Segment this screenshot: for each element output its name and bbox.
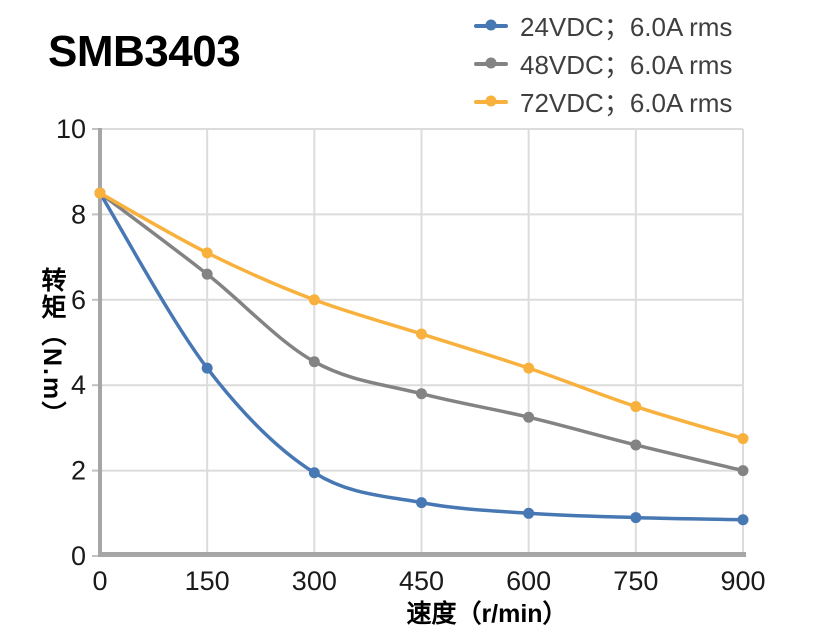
svg-text:600: 600 xyxy=(506,566,551,596)
legend-label-72vdc: 72VDC；6.0A rms xyxy=(520,87,733,118)
legend-marker-48vdc-icon xyxy=(474,57,508,70)
svg-text:6: 6 xyxy=(71,285,86,315)
svg-text:10: 10 xyxy=(56,114,86,144)
legend-item-72vdc: 72VDC；6.0A rms xyxy=(474,82,732,120)
svg-text:4: 4 xyxy=(71,370,86,400)
svg-text:900: 900 xyxy=(720,566,765,596)
svg-text:8: 8 xyxy=(71,199,86,229)
legend-marker-72vdc-icon xyxy=(474,95,508,108)
legend: 24VDC；6.0A rms 48VDC；6.0A rms 72VDC；6.0A… xyxy=(474,6,732,120)
svg-text:0: 0 xyxy=(71,541,86,571)
legend-label-48vdc: 48VDC；6.0A rms xyxy=(520,49,733,80)
svg-text:0: 0 xyxy=(92,566,107,596)
svg-text:750: 750 xyxy=(613,566,658,596)
svg-text:150: 150 xyxy=(185,566,230,596)
svg-text:450: 450 xyxy=(399,566,444,596)
legend-marker-24vdc-icon xyxy=(474,19,508,32)
svg-text:2: 2 xyxy=(71,456,86,486)
svg-text:300: 300 xyxy=(292,566,337,596)
x-axis-label: 速度（r/min） xyxy=(406,600,568,628)
legend-label-24vdc: 24VDC；6.0A rms xyxy=(520,11,733,42)
page-title: SMB3403 xyxy=(48,27,241,76)
y-axis-label: 转矩（N.m） xyxy=(38,267,66,429)
legend-item-48vdc: 48VDC；6.0A rms xyxy=(474,44,732,82)
legend-item-24vdc: 24VDC；6.0A rms xyxy=(474,6,732,44)
